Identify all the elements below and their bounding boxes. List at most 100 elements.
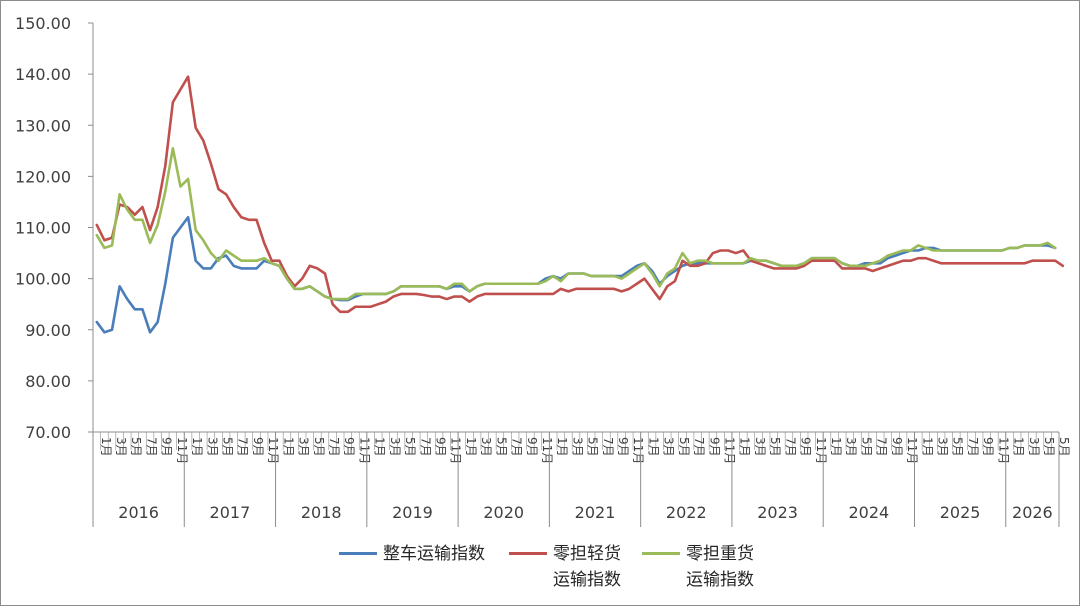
y-tick-label: 150.00: [15, 14, 71, 33]
x-month-label: 11月: [814, 437, 828, 464]
x-month-label: 3月: [205, 437, 219, 457]
x-month-label: 11月: [905, 437, 919, 464]
y-axis: 70.00 80.00 90.00 100.00 110.00 120.00 130.00 1…: [15, 14, 94, 442]
year-label: 2019: [392, 503, 433, 522]
x-month-label: 11月: [540, 437, 554, 464]
x-month-label: 7月: [783, 437, 797, 457]
x-month-label: 5月: [221, 437, 235, 457]
x-month-label: 5月: [129, 437, 143, 457]
x-month-label: 7月: [327, 437, 341, 457]
year-label: 2025: [940, 503, 981, 522]
year-label: 2022: [666, 503, 707, 522]
x-month-label: 3月: [388, 437, 402, 457]
x-month-label: 5月: [312, 437, 326, 457]
year-label: 2018: [301, 503, 342, 522]
x-month-label: 9月: [160, 437, 174, 457]
year-label: 2026: [1012, 503, 1053, 522]
y-tick-label: 80.00: [25, 372, 71, 391]
y-tick-label: 100.00: [15, 270, 71, 289]
x-month-label: 1月: [190, 437, 204, 457]
x-month-label: 7月: [601, 437, 615, 457]
y-tick-label: 70.00: [25, 423, 71, 442]
x-month-label: 3月: [844, 437, 858, 457]
legend-item-series-2: 零担轻货运输指数: [509, 541, 625, 593]
y-tick-label: 120.00: [15, 167, 71, 186]
x-month-label: 1月: [555, 437, 569, 457]
legend-swatch-series-1: [339, 552, 377, 555]
x-month-label: 3月: [662, 437, 676, 457]
year-label: 2020: [483, 503, 524, 522]
x-month-label: 7月: [875, 437, 889, 457]
series-line-3: [95, 146, 1057, 301]
y-tick-label: 140.00: [15, 65, 71, 84]
year-label: 2016: [118, 503, 159, 522]
x-month-label: 9月: [981, 437, 995, 457]
x-month-label: 3月: [753, 437, 767, 457]
x-month-label: 3月: [935, 437, 949, 457]
x-month-label: 11月: [449, 437, 463, 464]
x-month-label: 9月: [799, 437, 813, 457]
x-month-label: 11月: [723, 437, 737, 464]
year-label: 2021: [575, 503, 616, 522]
x-month-label: 11月: [357, 437, 371, 464]
x-month-label: 9月: [616, 437, 630, 457]
x-month-label: 5月: [677, 437, 691, 457]
x-month-label: 9月: [707, 437, 721, 457]
series-line-2: [95, 75, 1065, 314]
x-month-label: 7月: [692, 437, 706, 457]
x-month-label: 5月: [1042, 437, 1056, 457]
legend-swatch-series-3: [642, 552, 680, 555]
x-month-label: 3月: [114, 437, 128, 457]
x-month-label: 9月: [342, 437, 356, 457]
x-month-label: 9月: [890, 437, 904, 457]
legend-label-series-1: 整车运输指数: [383, 544, 485, 564]
x-month-label: 1月: [464, 437, 478, 457]
legend-label-series-3: 零担重货运输指数: [686, 544, 754, 590]
legend-swatch-series-2: [509, 552, 547, 555]
year-label: 2024: [848, 503, 889, 522]
x-month-label: 11月: [266, 437, 280, 464]
year-label: 2017: [210, 503, 251, 522]
x-month-label: 9月: [525, 437, 539, 457]
legend-label-series-2: 零担轻货运输指数: [553, 544, 621, 590]
x-month-label: 3月: [570, 437, 584, 457]
x-month-label: 7月: [236, 437, 250, 457]
legend-item-series-3: 零担重货运输指数: [642, 541, 758, 593]
x-month-label: 11月: [996, 437, 1010, 464]
x-month-label: 5月: [586, 437, 600, 457]
y-tick-label: 90.00: [25, 321, 71, 340]
series-lines: [95, 75, 1065, 334]
x-month-label: 7月: [418, 437, 432, 457]
x-month-label: 7月: [144, 437, 158, 457]
x-month-label: 7月: [510, 437, 524, 457]
x-month-label: 1月: [920, 437, 934, 457]
x-month-label: 1月: [646, 437, 660, 457]
x-month-label: 3月: [1027, 437, 1041, 457]
x-month-label: 7月: [966, 437, 980, 457]
x-month-label: 9月: [251, 437, 265, 457]
x-month-label: 1月: [281, 437, 295, 457]
x-month-label: 1月: [1012, 437, 1026, 457]
x-month-label: 1月: [829, 437, 843, 457]
x-month-label: 3月: [297, 437, 311, 457]
x-axis: 1月 3月 5月 7月 9月 11月 1月 3月 5月 7月 9月 11月 1月 3月 5月 7月 9月 11月 1…: [92, 431, 1071, 527]
x-month-label: 1月: [373, 437, 387, 457]
legend-item-series-1: 整车运输指数: [339, 541, 513, 567]
x-month-label: 3月: [479, 437, 493, 457]
x-month-label: 1月: [99, 437, 113, 457]
x-month-label: 11月: [175, 437, 189, 464]
y-tick-label: 110.00: [15, 219, 71, 238]
x-month-label: 5月: [403, 437, 417, 457]
x-month-label: 9月: [433, 437, 447, 457]
y-tick-label: 130.00: [15, 116, 71, 135]
x-month-label: 5月: [951, 437, 965, 457]
x-month-label: 5月: [494, 437, 508, 457]
x-month-label: 5月: [859, 437, 873, 457]
legend: 整车运输指数 零担轻货运输指数 零担重货运输指数: [339, 541, 799, 601]
x-month-label: 5月: [1057, 437, 1071, 457]
x-month-label: 5月: [768, 437, 782, 457]
x-month-label: 1月: [738, 437, 752, 457]
year-label: 2023: [757, 503, 798, 522]
